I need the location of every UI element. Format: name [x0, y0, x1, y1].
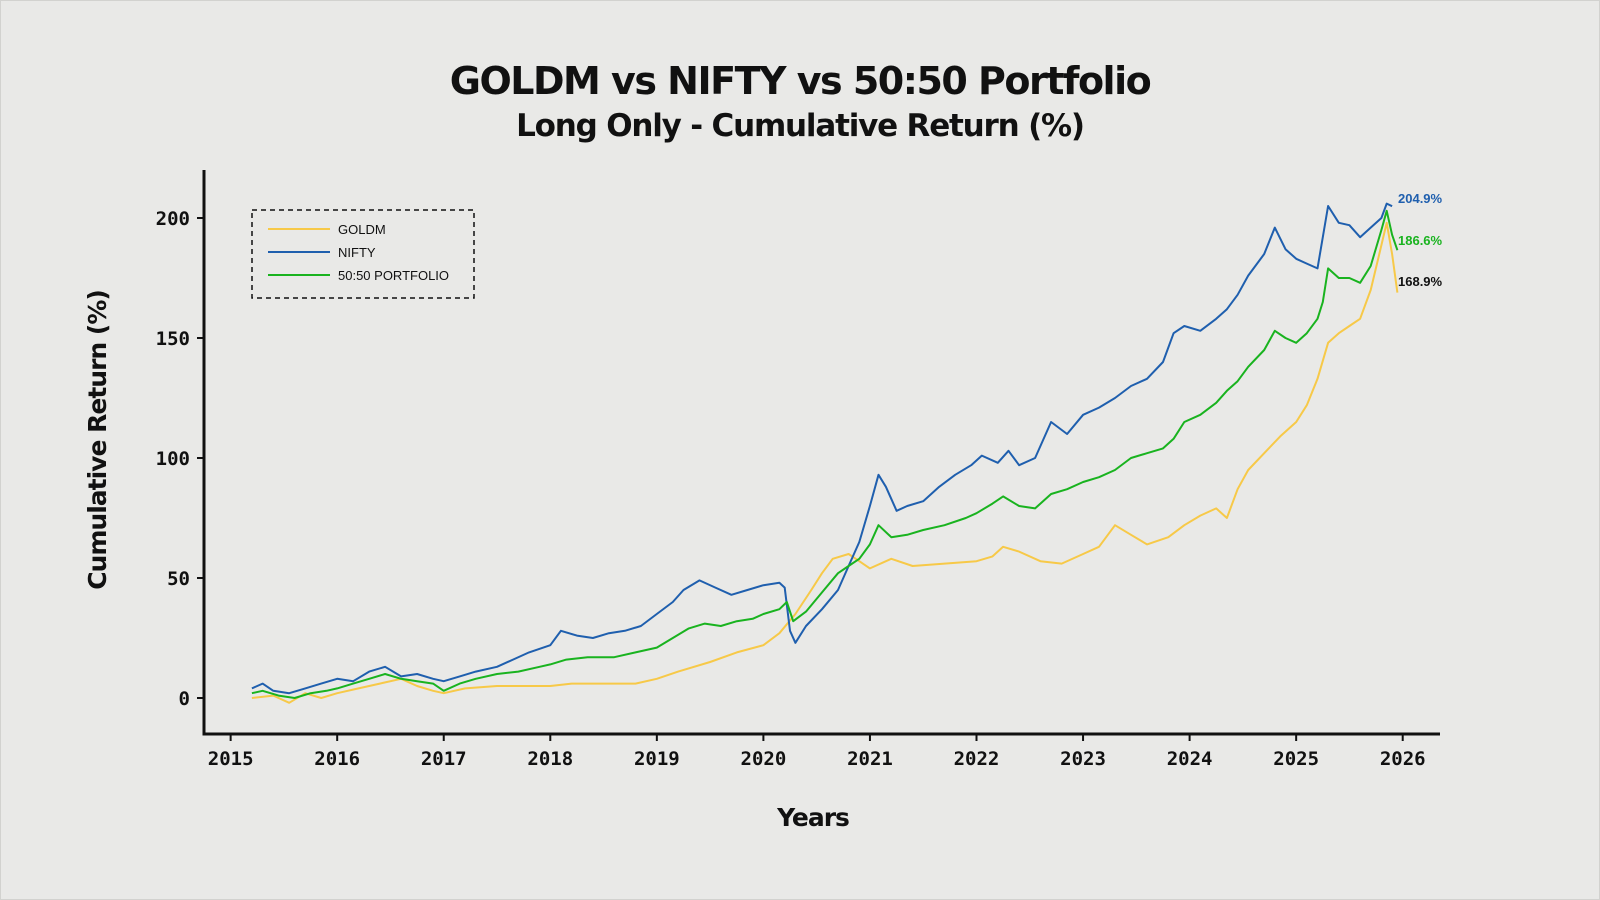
x-tick-label: 2021	[847, 748, 893, 770]
y-tick-label: 50	[167, 568, 190, 590]
x-tick-label: 2019	[634, 748, 680, 770]
x-tick-label: 2020	[741, 748, 787, 770]
legend: GOLDM NIFTY 50:50 PORTFOLIO	[251, 209, 475, 299]
series-line-50-50-portfolio	[251, 209, 1399, 699]
end-label-goldm: 168.9%	[1398, 274, 1443, 289]
chart-subtitle: Long Only - Cumulative Return (%)	[516, 108, 1085, 144]
legend-box	[251, 209, 475, 299]
x-tick-label: 2016	[314, 748, 360, 770]
x-tick-label: 2018	[527, 748, 573, 770]
chart-titles: GOLDM vs NIFTY vs 50:50 Portfolio Long O…	[0, 58, 1600, 146]
x-tick-label: 2022	[954, 748, 1000, 770]
y-tick-label: 200	[156, 208, 190, 230]
end-label-nifty: 204.9%	[1398, 191, 1443, 206]
chart-title: GOLDM vs NIFTY vs 50:50 Portfolio	[449, 59, 1152, 103]
legend-label-nifty: NIFTY	[338, 245, 376, 260]
series-line-goldm	[251, 221, 1399, 704]
y-tick-label: 150	[156, 328, 190, 350]
x-tick-label: 2025	[1273, 748, 1319, 770]
end-label-50-50-portfolio: 186.6%	[1398, 233, 1443, 248]
end-labels: 168.9% 204.9% 186.6%	[1398, 191, 1443, 289]
y-tick-label: 100	[156, 448, 190, 470]
x-tick-label: 2024	[1167, 748, 1213, 770]
ticks-layer: 2015 2016 2017 2018 2019 2020 2021 2022 2023 2024…	[156, 208, 1426, 770]
x-tick-label: 2026	[1380, 748, 1426, 770]
x-tick-label: 2015	[208, 748, 254, 770]
y-axis-label: Cumulative Return (%)	[83, 290, 112, 590]
y-tick-label: 0	[179, 688, 190, 710]
x-tick-label: 2017	[421, 748, 467, 770]
legend-label-50-50-portfolio: 50:50 PORTFOLIO	[338, 268, 449, 283]
series-line-nifty	[251, 202, 1393, 695]
axes-layer	[202, 170, 1440, 736]
x-axis-label: Years	[776, 803, 849, 832]
series-layer	[251, 202, 1399, 704]
x-tick-label: 2023	[1060, 748, 1106, 770]
legend-label-goldm: GOLDM	[338, 222, 386, 237]
